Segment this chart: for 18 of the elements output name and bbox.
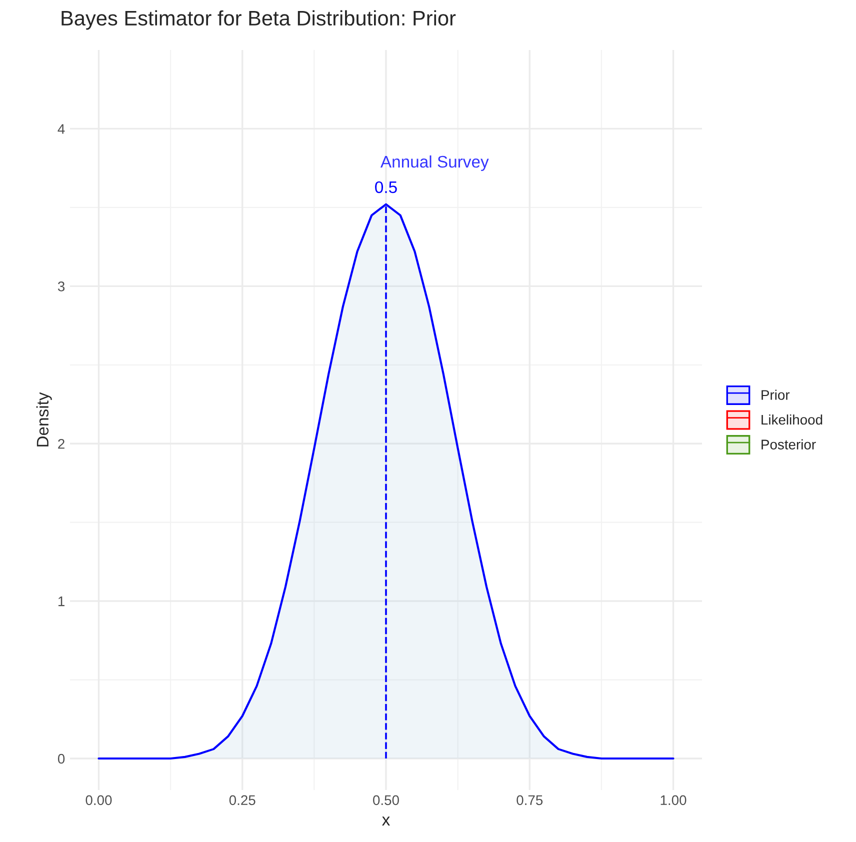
y-tick-label: 1 [58,596,64,606]
y-tick-label: 3 [58,282,65,292]
x-tick-label: 0.25 [229,795,256,806]
legend-label: Prior [762,390,790,400]
y-tick-label: 4 [58,124,65,134]
x-tick-label: 0.75 [516,795,543,806]
y-tick-label: 2 [58,438,64,449]
annotation: Annual Survey [380,155,489,171]
legend-label: Posterior [762,439,816,450]
x-tick-label: 0.50 [373,795,399,806]
x-axis-title: x [382,816,390,826]
y-axis-title: Density [36,392,52,446]
ref-line-label: 0.5 [375,181,397,194]
chart-title: Bayes Estimator for Beta Distribution: Prior [62,10,456,30]
x-tick-label: 1.00 [660,795,686,806]
y-tick-label: 0 [58,754,65,764]
legend-label: Likelihood [762,414,822,425]
x-tick-label: 0.00 [86,795,112,806]
